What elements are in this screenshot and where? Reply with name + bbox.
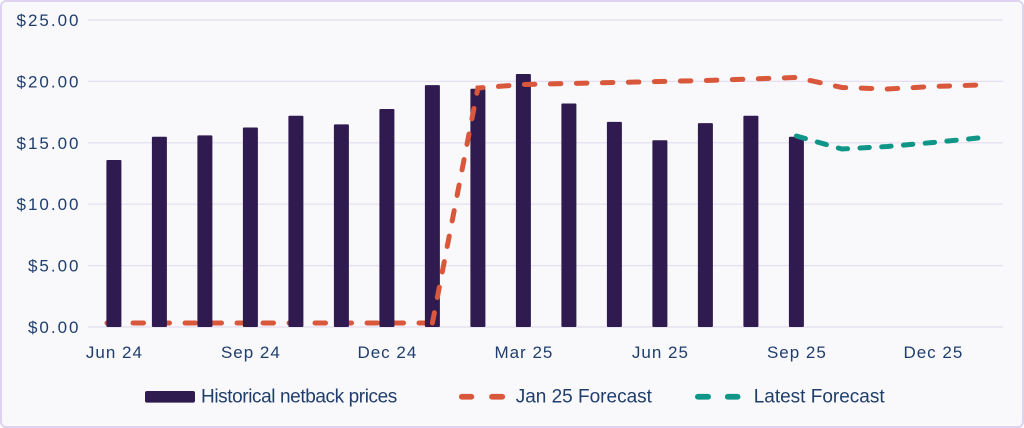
svg-text:Sep 24: Sep 24 — [221, 343, 281, 362]
svg-text:Dec 24: Dec 24 — [357, 343, 417, 362]
svg-text:$20.00: $20.00 — [17, 72, 81, 91]
svg-text:Historical netback prices: Historical netback prices — [201, 387, 397, 408]
svg-text:$0.00: $0.00 — [28, 318, 81, 337]
svg-text:$10.00: $10.00 — [17, 195, 81, 214]
svg-text:$5.00: $5.00 — [28, 257, 81, 276]
svg-text:Jun 25: Jun 25 — [632, 343, 689, 362]
svg-text:Mar 25: Mar 25 — [494, 343, 553, 362]
svg-text:Dec 25: Dec 25 — [903, 343, 963, 362]
svg-text:Sep 25: Sep 25 — [767, 343, 827, 362]
svg-text:Jan 25 Forecast: Jan 25 Forecast — [516, 387, 653, 408]
svg-text:$25.00: $25.00 — [17, 11, 81, 30]
svg-text:$15.00: $15.00 — [17, 134, 81, 153]
svg-text:Jun 24: Jun 24 — [86, 343, 143, 362]
svg-text:Latest Forecast: Latest Forecast — [754, 387, 886, 408]
